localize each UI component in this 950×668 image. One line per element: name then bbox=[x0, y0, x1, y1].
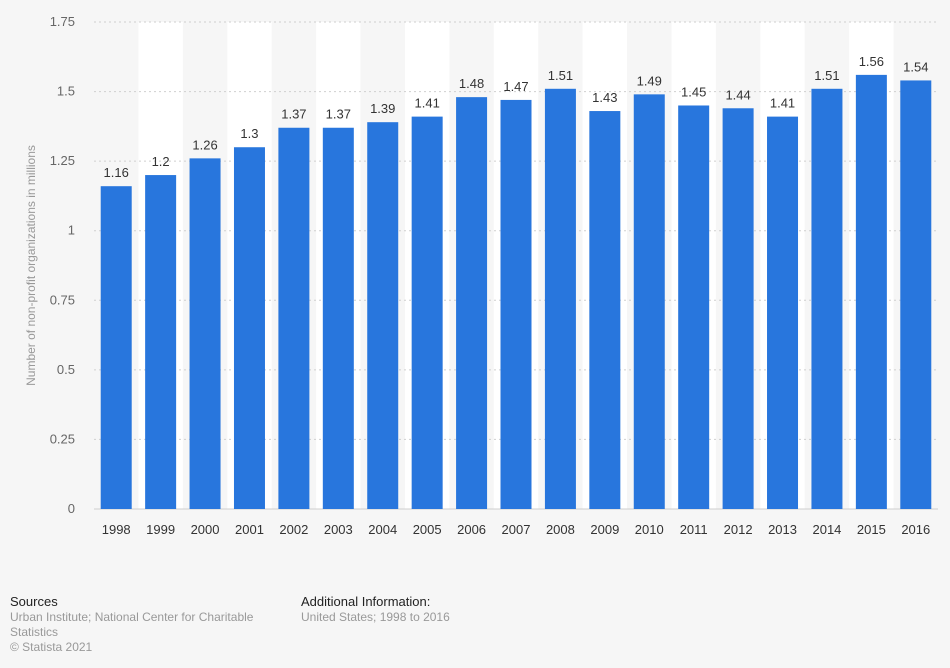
x-tick-label: 2005 bbox=[413, 522, 442, 537]
x-tick-label: 2001 bbox=[235, 522, 264, 537]
bar bbox=[100, 186, 132, 509]
data-label: 1.51 bbox=[814, 68, 839, 83]
data-label: 1.41 bbox=[415, 96, 440, 111]
bar bbox=[189, 158, 221, 510]
bar bbox=[500, 99, 532, 510]
data-label: 1.37 bbox=[281, 107, 306, 122]
x-tick-label: 2010 bbox=[635, 522, 664, 537]
data-label: 1.45 bbox=[681, 84, 706, 99]
x-tick-label: 2004 bbox=[368, 522, 397, 537]
y-tick-label: 1.5 bbox=[57, 84, 75, 99]
sources-block: Sources Urban Institute; National Center… bbox=[10, 594, 280, 655]
data-label: 1.56 bbox=[859, 54, 884, 69]
y-tick-label: 0 bbox=[68, 501, 75, 516]
x-tick-label: 2016 bbox=[901, 522, 930, 537]
chart-svg: 0 0.25 0.5 0.75 1 1.25 1.5 1.75 Number of non-pr… bbox=[24, 14, 938, 537]
data-label: 1.51 bbox=[548, 68, 573, 83]
bar bbox=[811, 88, 843, 509]
sources-text[interactable]: Urban Institute; National Center for Cha… bbox=[10, 610, 254, 639]
data-label: 1.43 bbox=[592, 90, 617, 105]
bar bbox=[767, 116, 799, 510]
x-tick-label: 2008 bbox=[546, 522, 575, 537]
bar bbox=[278, 127, 310, 510]
x-tick-label: 2000 bbox=[191, 522, 220, 537]
data-label: 1.47 bbox=[503, 79, 528, 94]
data-label: 1.41 bbox=[770, 96, 795, 111]
data-label: 1.26 bbox=[192, 137, 217, 152]
bar bbox=[145, 175, 177, 510]
x-tick-label: 2002 bbox=[279, 522, 308, 537]
bar bbox=[233, 147, 265, 509]
x-tick-label: 2006 bbox=[457, 522, 486, 537]
x-tick-label: 2011 bbox=[680, 522, 708, 537]
bar bbox=[678, 105, 710, 509]
x-tick-label: 2003 bbox=[324, 522, 353, 537]
data-label: 1.54 bbox=[903, 59, 928, 74]
bar bbox=[722, 108, 754, 510]
y-tick-label: 1.75 bbox=[50, 14, 75, 29]
x-tick-label: 1999 bbox=[146, 522, 175, 537]
x-tick-label: 2013 bbox=[768, 522, 797, 537]
bar bbox=[544, 88, 576, 509]
bar bbox=[589, 111, 621, 510]
data-label: 1.16 bbox=[104, 165, 129, 180]
y-tick-label: 1 bbox=[68, 223, 75, 238]
additional-info-block: Additional Information: United States; 1… bbox=[301, 594, 601, 625]
x-tick-label: 2009 bbox=[590, 522, 619, 537]
copyright-text: © Statista 2021 bbox=[10, 640, 93, 654]
y-tick-label: 0.25 bbox=[50, 431, 75, 446]
data-label: 1.3 bbox=[240, 126, 258, 141]
bar bbox=[633, 94, 665, 510]
bar-chart: 0 0.25 0.5 0.75 1 1.25 1.5 1.75 Number of non-pr… bbox=[24, 14, 938, 537]
bar bbox=[411, 116, 443, 510]
y-axis-title: Number of non-profit organizations in mi… bbox=[24, 145, 38, 386]
additional-info-title: Additional Information: bbox=[301, 594, 431, 609]
bar bbox=[322, 127, 354, 510]
data-label: 1.48 bbox=[459, 76, 484, 91]
y-tick-label: 0.5 bbox=[57, 362, 75, 377]
y-tick-label: 0.75 bbox=[50, 292, 75, 307]
data-label: 1.39 bbox=[370, 101, 395, 116]
bar bbox=[855, 74, 887, 510]
y-tick-label: 1.25 bbox=[50, 153, 75, 168]
data-label: 1.44 bbox=[725, 87, 750, 102]
x-tick-label: 1998 bbox=[102, 522, 131, 537]
x-tick-label: 2015 bbox=[857, 522, 886, 537]
data-label: 1.37 bbox=[326, 107, 351, 122]
bar bbox=[456, 97, 488, 509]
bar bbox=[900, 80, 932, 509]
bar bbox=[367, 122, 399, 509]
data-label: 1.49 bbox=[637, 73, 662, 88]
x-tick-label: 2014 bbox=[812, 522, 841, 537]
data-label: 1.2 bbox=[152, 154, 170, 169]
sources-title: Sources bbox=[10, 594, 58, 609]
x-tick-label: 2012 bbox=[724, 522, 753, 537]
x-tick-label: 2007 bbox=[502, 522, 531, 537]
additional-info-text: United States; 1998 to 2016 bbox=[301, 610, 450, 624]
